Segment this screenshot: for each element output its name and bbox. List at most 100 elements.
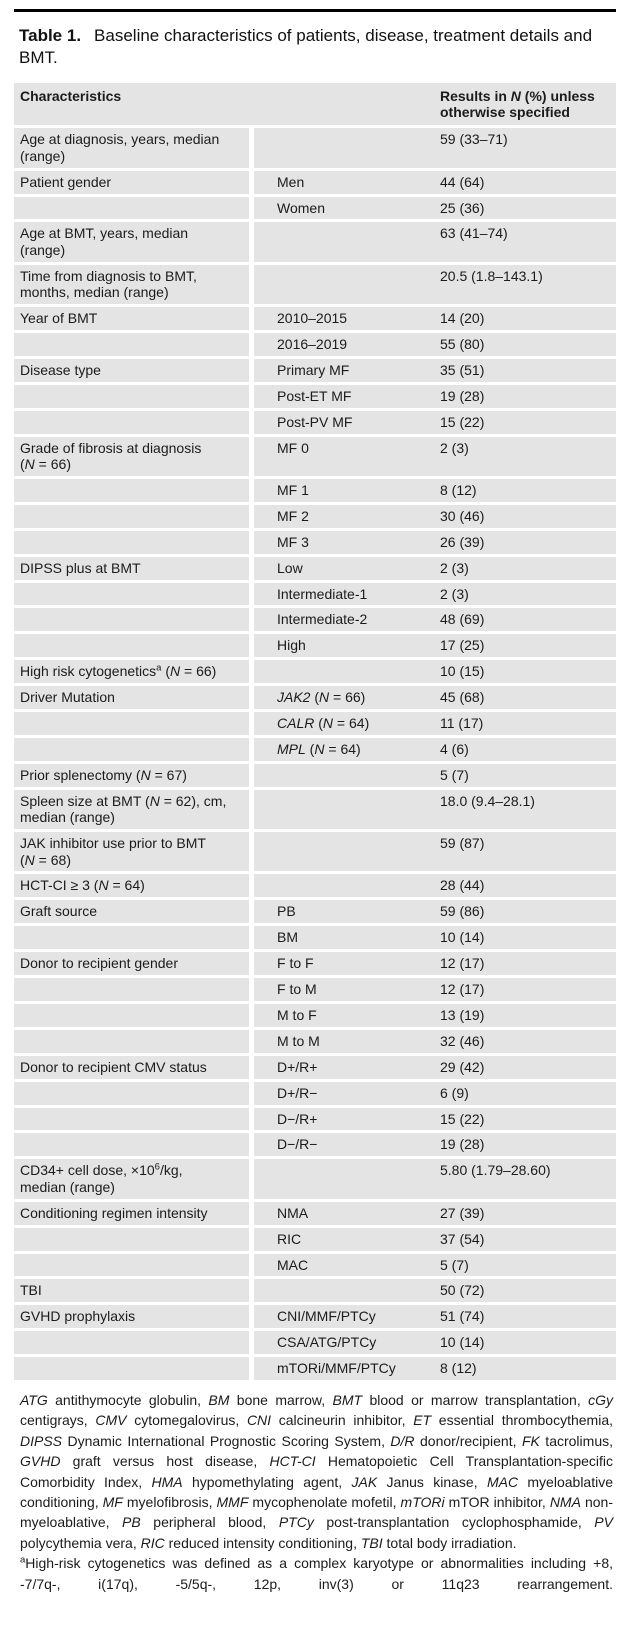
table-title: Table 1. Baseline characteristics of pati… bbox=[14, 25, 616, 69]
category-cell: Men bbox=[254, 170, 440, 194]
top-rule bbox=[14, 9, 616, 12]
characteristic-cell bbox=[14, 478, 254, 502]
table-row: Women 25 (36) bbox=[14, 196, 616, 220]
category-cell: MF 2 bbox=[254, 504, 440, 528]
category-cell: D−/R+ bbox=[254, 1107, 440, 1131]
characteristic-cell bbox=[14, 1003, 254, 1027]
characteristic-cell: GVHD prophylaxis bbox=[14, 1305, 254, 1329]
category-cell: 2010–2015 bbox=[254, 307, 440, 330]
category-cell bbox=[254, 874, 440, 898]
result-cell: 12 (17) bbox=[440, 952, 616, 976]
result-cell: 6 (9) bbox=[440, 1081, 616, 1105]
table-head: Characteristics Results in N (%) unless … bbox=[14, 83, 616, 126]
characteristic-cell: Age at BMT, years, median (range) bbox=[14, 222, 254, 262]
table-row: MF 3 26 (39) bbox=[14, 530, 616, 554]
category-cell: F to M bbox=[254, 978, 440, 1001]
table-row: Grade of fibrosis at diagnosis (N = 66) … bbox=[14, 436, 616, 476]
paper-table-page: Table 1. Baseline characteristics of pati… bbox=[14, 9, 616, 1592]
table-row: High risk cytogeneticsa (N = 66) 10 (15) bbox=[14, 660, 616, 684]
table-row: MF 2 30 (46) bbox=[14, 504, 616, 528]
result-cell: 25 (36) bbox=[440, 196, 616, 220]
characteristic-cell bbox=[14, 1107, 254, 1131]
table-row: mTORi/MMF/PTCy 8 (12) bbox=[14, 1357, 616, 1381]
characteristic-cell bbox=[14, 196, 254, 220]
result-cell: 30 (46) bbox=[440, 504, 616, 528]
characteristic-cell: HCT-CI ≥ 3 (N = 64) bbox=[14, 874, 254, 898]
characteristic-cell: Spleen size at BMT (N = 62), cm, median … bbox=[14, 789, 254, 830]
category-cell bbox=[254, 128, 440, 168]
table-row: Conditioning regimen intensity NMA 27 (3… bbox=[14, 1201, 616, 1225]
table-row: D−/R+ 15 (22) bbox=[14, 1107, 616, 1131]
characteristic-cell: JAK inhibitor use prior to BMT (N = 68) bbox=[14, 832, 254, 872]
table-row: M to M 32 (46) bbox=[14, 1029, 616, 1053]
characteristic-cell bbox=[14, 712, 254, 735]
result-cell: 10 (15) bbox=[440, 660, 616, 684]
category-cell: PB bbox=[254, 900, 440, 924]
characteristic-cell bbox=[14, 332, 254, 356]
characteristic-cell: TBI bbox=[14, 1279, 254, 1303]
characteristic-cell: Patient gender bbox=[14, 170, 254, 194]
characteristic-cell bbox=[14, 410, 254, 434]
category-cell: Post-PV MF bbox=[254, 410, 440, 434]
category-cell bbox=[254, 1279, 440, 1303]
characteristic-cell: Conditioning regimen intensity bbox=[14, 1201, 254, 1225]
result-cell: 4 (6) bbox=[440, 737, 616, 761]
result-cell: 10 (14) bbox=[440, 1331, 616, 1355]
result-cell: 2 (3) bbox=[440, 556, 616, 580]
table-row: High 17 (25) bbox=[14, 634, 616, 658]
table-row: HCT-CI ≥ 3 (N = 64) 28 (44) bbox=[14, 874, 616, 898]
category-cell: High bbox=[254, 634, 440, 658]
table-row: GVHD prophylaxis CNI/MMF/PTCy 51 (74) bbox=[14, 1305, 616, 1329]
table-row: CALR (N = 64) 11 (17) bbox=[14, 712, 616, 735]
category-cell: CSA/ATG/PTCy bbox=[254, 1331, 440, 1355]
category-cell: F to F bbox=[254, 952, 440, 976]
category-cell bbox=[254, 264, 440, 305]
result-cell: 63 (41–74) bbox=[440, 222, 616, 262]
category-cell bbox=[254, 660, 440, 684]
characteristic-cell bbox=[14, 504, 254, 528]
category-cell: CALR (N = 64) bbox=[254, 712, 440, 735]
table-row: Age at diagnosis, years, median (range) … bbox=[14, 128, 616, 168]
table-row: CD34+ cell dose, ×106/kg, median (range)… bbox=[14, 1159, 616, 1199]
category-cell: MF 0 bbox=[254, 436, 440, 476]
characteristic-cell bbox=[14, 737, 254, 761]
table-row: CSA/ATG/PTCy 10 (14) bbox=[14, 1331, 616, 1355]
characteristic-cell bbox=[14, 926, 254, 950]
table-row: Intermediate-2 48 (69) bbox=[14, 608, 616, 632]
characteristic-cell: Disease type bbox=[14, 358, 254, 382]
result-cell: 48 (69) bbox=[440, 608, 616, 632]
footnote-abbreviations: ATG antithymocyte globulin, BM bone marr… bbox=[20, 1392, 613, 1551]
category-cell: 2016–2019 bbox=[254, 332, 440, 356]
result-cell: 28 (44) bbox=[440, 874, 616, 898]
category-cell: D+/R− bbox=[254, 1081, 440, 1105]
result-cell: 10 (14) bbox=[440, 926, 616, 950]
table-row: Post-PV MF 15 (22) bbox=[14, 410, 616, 434]
result-cell: 2 (3) bbox=[440, 582, 616, 606]
category-cell: mTORi/MMF/PTCy bbox=[254, 1357, 440, 1381]
characteristic-cell bbox=[14, 1133, 254, 1157]
result-cell: 17 (25) bbox=[440, 634, 616, 658]
column-header-characteristics: Characteristics bbox=[14, 83, 254, 126]
category-cell bbox=[254, 763, 440, 787]
table-row: MF 1 8 (12) bbox=[14, 478, 616, 502]
table-row: Age at BMT, years, median (range) 63 (41… bbox=[14, 222, 616, 262]
characteristic-cell bbox=[14, 608, 254, 632]
result-cell: 55 (80) bbox=[440, 332, 616, 356]
characteristic-cell: Donor to recipient gender bbox=[14, 952, 254, 976]
result-cell: 15 (22) bbox=[440, 410, 616, 434]
characteristic-cell: Donor to recipient CMV status bbox=[14, 1055, 254, 1079]
result-cell: 5 (7) bbox=[440, 1253, 616, 1277]
category-cell: MPL (N = 64) bbox=[254, 737, 440, 761]
category-cell: RIC bbox=[254, 1227, 440, 1251]
table-row: Donor to recipient CMV status D+/R+ 29 (… bbox=[14, 1055, 616, 1079]
table-row: M to F 13 (19) bbox=[14, 1003, 616, 1027]
category-cell bbox=[254, 832, 440, 872]
result-cell: 59 (87) bbox=[440, 832, 616, 872]
characteristic-cell bbox=[14, 1227, 254, 1251]
category-cell: MF 3 bbox=[254, 530, 440, 554]
table-title-label: Table 1. bbox=[19, 26, 82, 45]
table-row: Post-ET MF 19 (28) bbox=[14, 384, 616, 408]
characteristic-cell: CD34+ cell dose, ×106/kg, median (range) bbox=[14, 1159, 254, 1199]
result-cell: 20.5 (1.8–143.1) bbox=[440, 264, 616, 305]
result-cell: 27 (39) bbox=[440, 1201, 616, 1225]
